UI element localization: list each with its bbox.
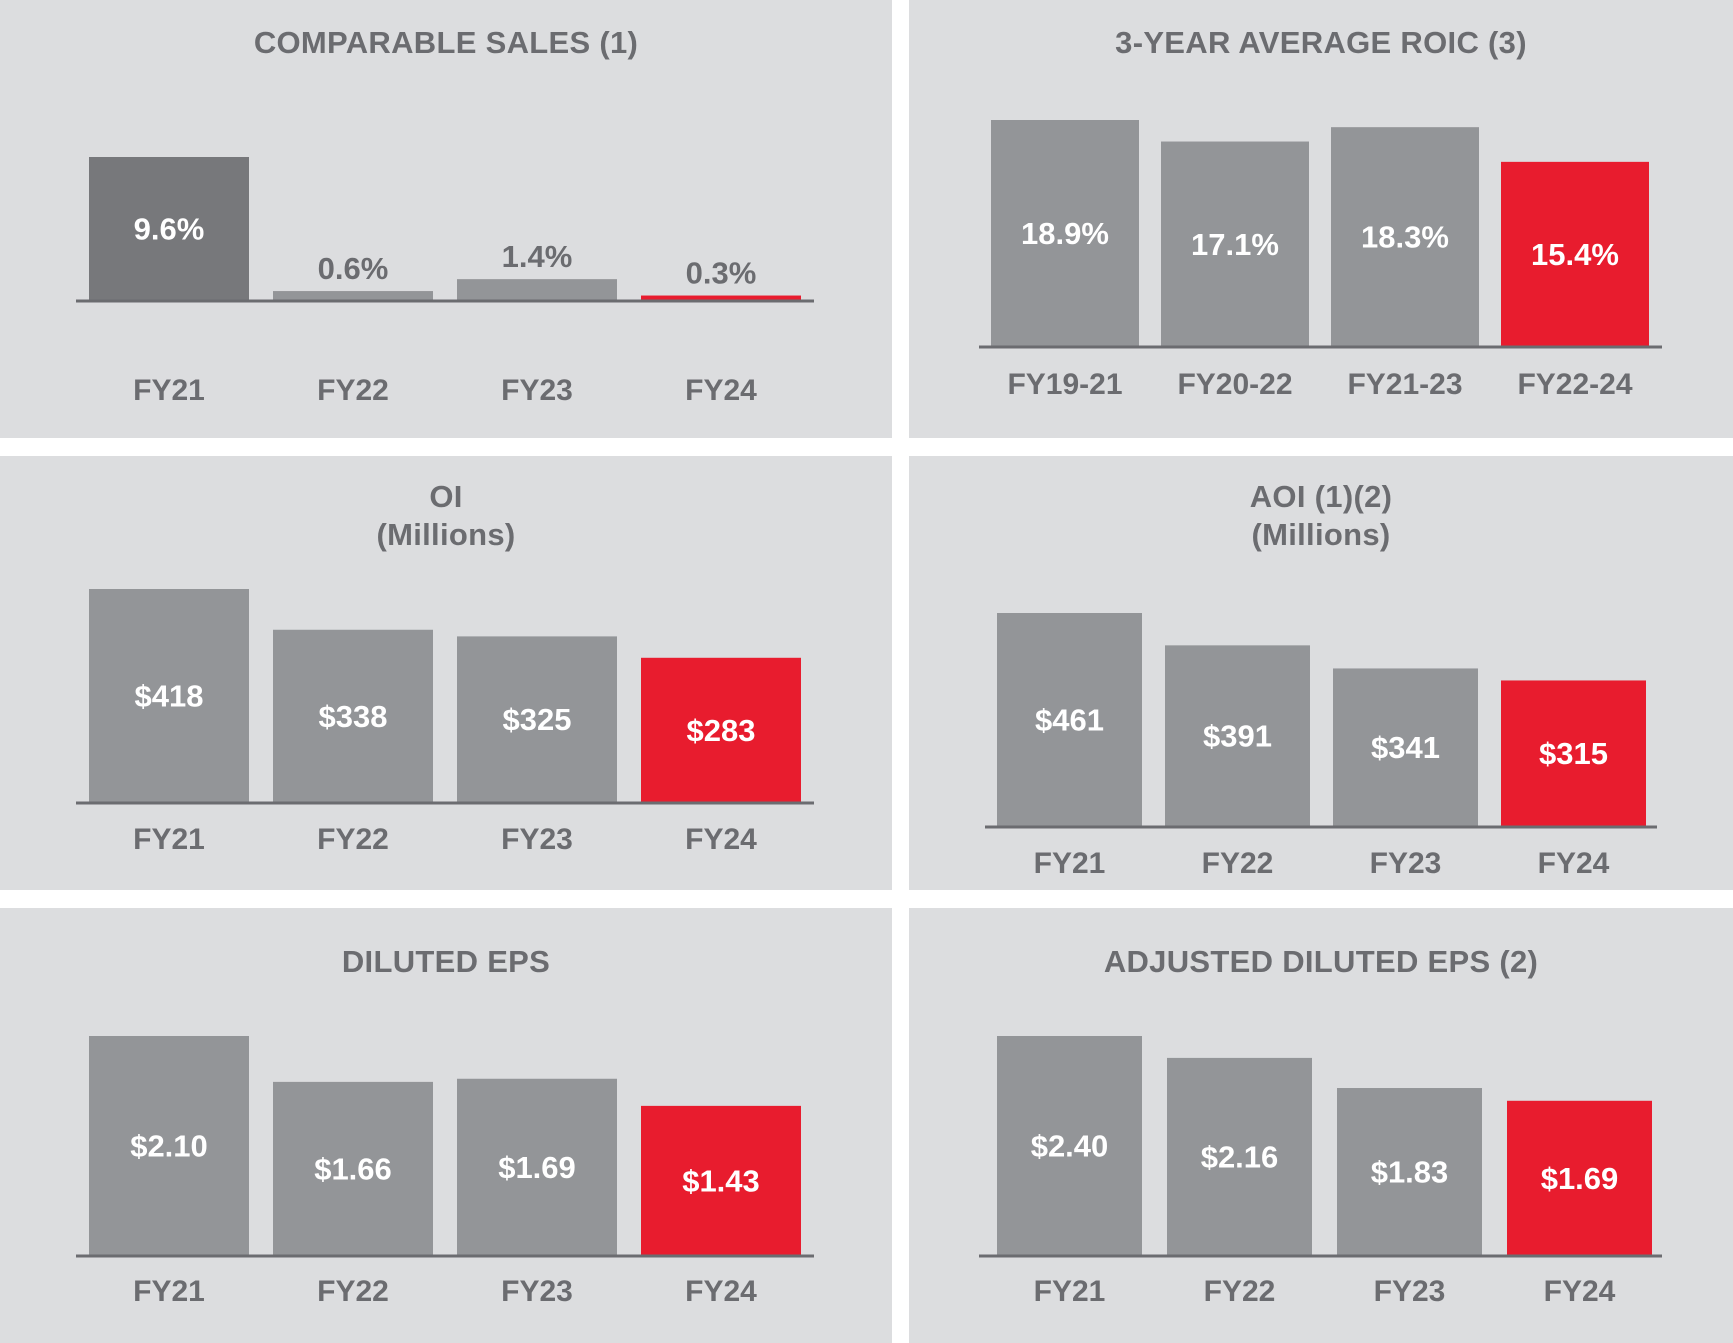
chart-svg-oi: $418 FY21 $338 FY22 $325 FY23 $283 FY24 (76, 589, 814, 856)
value-label: 17.1% (1191, 227, 1279, 262)
chart-title: ADJUSTED DILUTED EPS (2) (1103, 944, 1539, 979)
bar-fy21 (89, 589, 249, 802)
bar-fy23 (1333, 668, 1478, 826)
bar-fy21-23 (1331, 127, 1479, 346)
category-label: FY21 (133, 374, 205, 407)
bar-fy20-22 (1161, 141, 1309, 346)
value-label: $461 (1035, 703, 1104, 738)
category-label: FY21 (133, 1275, 205, 1308)
chart-panel-comparable-sales: COMPARABLE SALES (1) 9.6% FY21 0.6% FY22 1.4… (0, 0, 892, 438)
category-label: FY22 (1204, 1275, 1276, 1308)
value-label: 15.4% (1531, 237, 1619, 272)
category-label: FY23 (501, 374, 573, 407)
chart-panel-three-year-average-roic: 3-YEAR AVERAGE ROIC (3) 18.9% FY19-21 17.1… (909, 0, 1733, 438)
bar-fy21 (997, 613, 1142, 826)
category-label: FY23 (501, 823, 573, 856)
bar-fy21 (89, 157, 249, 300)
value-label: $2.16 (1201, 1139, 1279, 1174)
value-label: $1.43 (682, 1163, 760, 1198)
bar-fy22 (1165, 645, 1310, 826)
category-label: FY20-22 (1177, 368, 1292, 401)
value-label: $391 (1203, 719, 1272, 754)
value-label: 0.3% (686, 256, 757, 291)
category-label: FY23 (1370, 847, 1442, 880)
value-label: $1.69 (1541, 1161, 1619, 1196)
chart-panel-adjusted-diluted-eps: ADJUSTED DILUTED EPS (2) $2.40 FY21 $2.16 F… (909, 908, 1733, 1343)
category-label: FY22-24 (1517, 368, 1632, 401)
category-label: FY24 (685, 1275, 757, 1308)
bar-fy23 (1337, 1088, 1482, 1255)
category-label: FY21 (133, 823, 205, 856)
value-label: $1.66 (314, 1151, 392, 1186)
category-label: FY23 (1374, 1275, 1446, 1308)
value-label: $341 (1371, 730, 1440, 765)
chart-title: DILUTED EPS (341, 944, 551, 979)
bar-fy24 (1507, 1100, 1652, 1255)
category-label: FY22 (317, 1275, 389, 1308)
value-label: $418 (135, 679, 204, 714)
chart-svg-three-year-average-roic: 18.9% FY19-21 17.1% FY20-22 18.3% FY21-23 15.4… (979, 120, 1662, 401)
value-label: $1.69 (498, 1150, 576, 1185)
value-label: 0.6% (318, 251, 389, 286)
bar-fy22 (273, 629, 433, 802)
value-label: 18.3% (1361, 220, 1449, 255)
category-label: FY21-23 (1347, 368, 1462, 401)
bar-fy24 (641, 295, 801, 300)
bar-fy24 (641, 657, 801, 802)
chart-panel-diluted-eps: DILUTED EPS $2.10 FY21 $1.66 FY22 $1.69 FY23 $… (0, 908, 892, 1343)
bar-fy19-21 (991, 120, 1139, 346)
bar-fy23 (457, 1078, 617, 1255)
value-label: 18.9% (1021, 216, 1109, 251)
bar-fy23 (457, 279, 617, 300)
category-label: FY21 (1034, 847, 1106, 880)
value-label: 9.6% (134, 212, 205, 247)
bar-fy22 (1167, 1057, 1312, 1255)
category-label: FY21 (1034, 1275, 1106, 1308)
value-label: $283 (687, 713, 756, 748)
category-label: FY19-21 (1007, 368, 1122, 401)
category-label: FY24 (1538, 847, 1610, 880)
chart-svg-comparable-sales: 9.6% FY21 0.6% FY22 1.4% FY23 0.3% FY24 (76, 157, 814, 407)
chart-svg-adjusted-diluted-eps: $2.40 FY21 $2.16 FY22 $1.83 FY23 $1.69 FY24 (979, 1036, 1662, 1308)
bar-fy21 (997, 1036, 1142, 1255)
chart-title: COMPARABLE SALES (1) (253, 25, 639, 60)
value-label: $2.10 (130, 1129, 208, 1164)
category-label: FY22 (317, 823, 389, 856)
category-label: FY24 (685, 823, 757, 856)
value-label: $1.83 (1371, 1155, 1449, 1190)
value-label: $325 (503, 702, 572, 737)
chart-svg-diluted-eps: $2.10 FY21 $1.66 FY22 $1.69 FY23 $1.43 FY24 (76, 1036, 814, 1308)
category-label: FY22 (317, 374, 389, 407)
bar-fy23 (457, 636, 617, 802)
chart-svg-aoi: $461 FY21 $391 FY22 $341 FY23 $315 FY24 (985, 613, 1657, 880)
value-label: 1.4% (502, 239, 573, 274)
bar-fy22 (273, 1081, 433, 1255)
chart-panel-aoi: AOI (1)(2) (Millions) $461 FY21 $391 FY22 $3… (909, 456, 1733, 890)
value-label: $315 (1539, 736, 1608, 771)
chart-title: OI (Millions) (0, 478, 892, 554)
chart-subtitle: (Millions) (1251, 517, 1391, 552)
chart-title: 3-YEAR AVERAGE ROIC (3) (1115, 25, 1527, 60)
bar-fy24 (1501, 680, 1646, 826)
value-label: $2.40 (1031, 1129, 1109, 1164)
category-label: FY24 (1544, 1275, 1616, 1308)
chart-subtitle: (Millions) (376, 517, 516, 552)
bar-fy24 (641, 1105, 801, 1255)
category-label: FY23 (501, 1275, 573, 1308)
bar-fy21 (89, 1036, 249, 1255)
bar-fy22 (273, 291, 433, 300)
category-label: FY24 (685, 374, 757, 407)
value-label: $338 (319, 699, 388, 734)
chart-title: AOI (1)(2) (Millions) (909, 478, 1733, 554)
chart-panel-oi: OI (Millions) $418 FY21 $338 FY22 $325 FY23 $2… (0, 456, 892, 890)
bar-fy22-24 (1501, 161, 1649, 346)
category-label: FY22 (1202, 847, 1274, 880)
